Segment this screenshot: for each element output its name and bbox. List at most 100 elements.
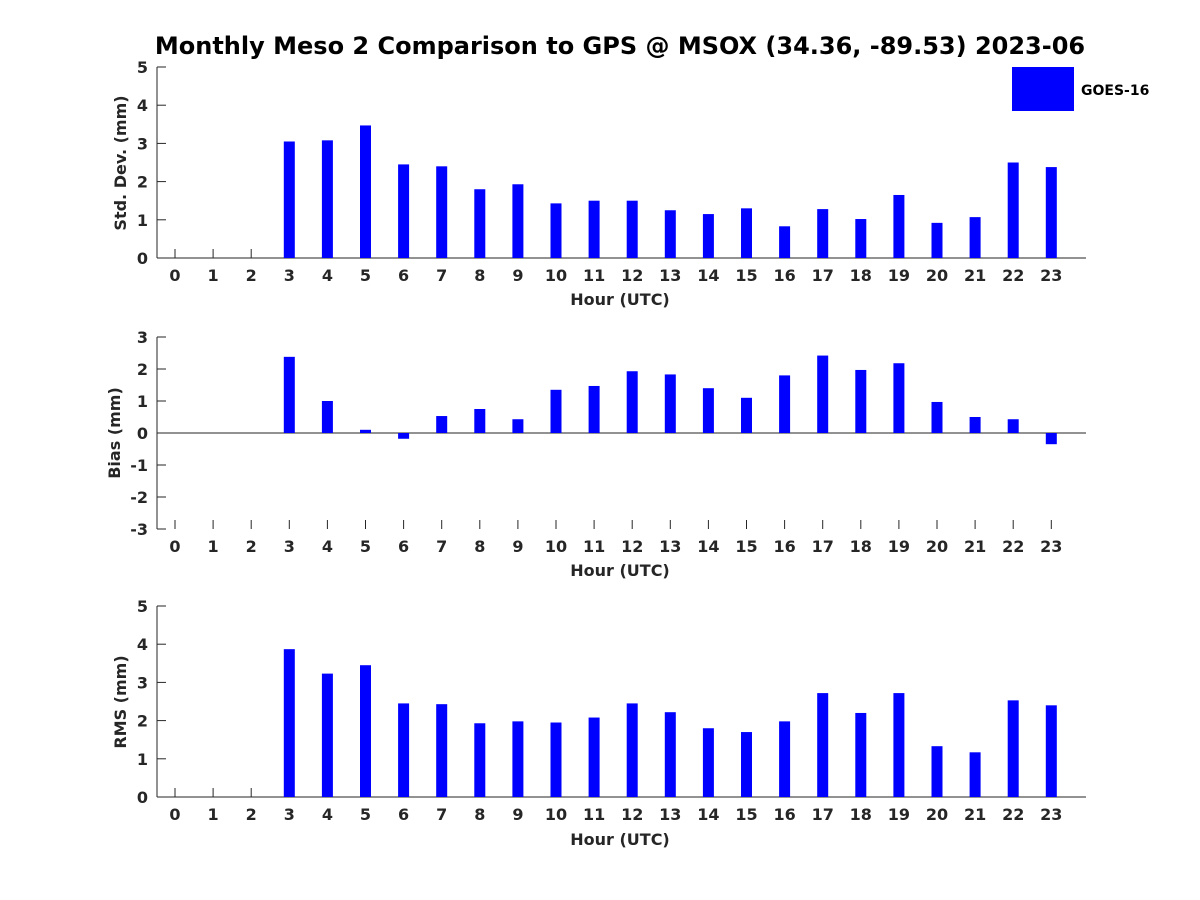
bar-hour-13 — [664, 374, 676, 433]
x-tick-label: 1 — [208, 266, 219, 285]
bar-hour-13 — [664, 210, 676, 258]
bar-hour-20 — [931, 401, 943, 433]
x-tick-label: 7 — [436, 266, 447, 285]
bar-hour-7 — [436, 704, 448, 797]
x-tick-label: 8 — [474, 266, 485, 285]
y-tick-label: 3 — [137, 134, 148, 153]
x-tick-label: 12 — [621, 537, 643, 556]
bar-hour-12 — [626, 200, 638, 258]
x-tick-label: 22 — [1002, 537, 1024, 556]
x-tick-label: 11 — [583, 537, 605, 556]
bar-hour-15 — [741, 732, 752, 797]
x-tick-label: 22 — [1002, 266, 1024, 285]
legend-swatch — [1012, 67, 1074, 111]
x-tick-label: 12 — [621, 805, 643, 824]
bar-hour-3 — [283, 141, 295, 258]
x-tick-label: 14 — [697, 266, 719, 285]
bar-hour-10 — [550, 722, 562, 797]
bar-hour-7 — [436, 166, 448, 258]
y-tick-label: 0 — [137, 788, 148, 807]
y-tick-label: 1 — [137, 211, 148, 230]
x-tick-label: 16 — [773, 266, 795, 285]
x-tick-label: 11 — [583, 266, 605, 285]
y-tick-label: 2 — [137, 173, 148, 192]
x-tick-label: 13 — [659, 266, 681, 285]
bar-hour-10 — [550, 203, 562, 258]
x-axis-label: Hour (UTC) — [570, 830, 670, 849]
x-tick-label: 10 — [545, 266, 567, 285]
bar-hour-12 — [626, 371, 638, 433]
y-tick-label: 2 — [137, 712, 148, 731]
y-tick-label: 0 — [137, 424, 148, 443]
bar-hour-7 — [436, 416, 448, 433]
x-tick-label: 20 — [926, 266, 948, 285]
y-tick-label: 1 — [137, 750, 148, 769]
x-tick-label: 9 — [512, 805, 523, 824]
x-tick-label: 6 — [398, 266, 409, 285]
x-tick-label: 11 — [583, 805, 605, 824]
bar-hour-23 — [1045, 167, 1057, 258]
x-tick-label: 22 — [1002, 805, 1024, 824]
bar-hour-14 — [702, 388, 714, 433]
bar-hour-5 — [360, 429, 371, 433]
x-tick-label: 2 — [246, 537, 257, 556]
bar-hour-16 — [779, 721, 791, 797]
x-tick-label: 0 — [169, 266, 180, 285]
x-tick-label: 10 — [545, 805, 567, 824]
x-tick-label: 14 — [697, 805, 719, 824]
x-tick-label: 13 — [659, 537, 681, 556]
x-tick-label: 2 — [246, 266, 257, 285]
bar-hour-3 — [283, 649, 295, 797]
bar-hour-4 — [321, 140, 333, 258]
x-tick-label: 13 — [659, 805, 681, 824]
bar-hour-4 — [321, 673, 333, 797]
x-tick-label: 10 — [545, 537, 567, 556]
x-tick-label: 21 — [964, 266, 986, 285]
bar-hour-6 — [398, 433, 410, 439]
x-tick-label: 15 — [735, 266, 757, 285]
x-tick-label: 0 — [169, 805, 180, 824]
bar-hour-8 — [474, 409, 486, 433]
bar-hour-17 — [817, 693, 829, 797]
x-tick-label: 23 — [1040, 266, 1062, 285]
bar-hour-9 — [512, 184, 524, 258]
x-tick-label: 5 — [360, 805, 371, 824]
legend: GOES-16 — [1012, 67, 1149, 111]
bar-hour-20 — [931, 222, 943, 258]
x-tick-label: 4 — [322, 266, 333, 285]
bar-hour-10 — [550, 389, 562, 433]
y-tick-label: 1 — [137, 392, 148, 411]
y-tick-label: -2 — [130, 488, 148, 507]
bar-hour-22 — [1007, 162, 1019, 258]
y-tick-label: -3 — [130, 520, 148, 539]
bar-hour-18 — [855, 369, 867, 433]
x-tick-label: 16 — [773, 805, 795, 824]
x-tick-label: 5 — [360, 537, 371, 556]
x-tick-label: 23 — [1040, 537, 1062, 556]
y-tick-label: 5 — [137, 597, 148, 616]
x-tick-label: 6 — [398, 537, 409, 556]
x-tick-label: 15 — [735, 537, 757, 556]
y-tick-label: -1 — [130, 456, 148, 475]
x-tick-label: 1 — [208, 537, 219, 556]
bar-hour-8 — [474, 723, 486, 797]
x-tick-label: 4 — [322, 537, 333, 556]
y-axis-label: Bias (mm) — [105, 387, 124, 479]
x-tick-label: 21 — [964, 537, 986, 556]
x-tick-label: 17 — [812, 537, 834, 556]
y-tick-label: 3 — [137, 328, 148, 347]
bar-hour-19 — [893, 194, 905, 258]
bar-hour-17 — [817, 209, 829, 258]
y-axis-label: Std. Dev. (mm) — [111, 95, 130, 230]
x-tick-label: 15 — [735, 805, 757, 824]
y-tick-label: 2 — [137, 360, 148, 379]
x-tick-label: 12 — [621, 266, 643, 285]
legend-label: GOES-16 — [1081, 83, 1149, 99]
x-axis-label: Hour (UTC) — [570, 561, 670, 580]
x-tick-label: 9 — [512, 266, 523, 285]
x-tick-label: 7 — [436, 537, 447, 556]
